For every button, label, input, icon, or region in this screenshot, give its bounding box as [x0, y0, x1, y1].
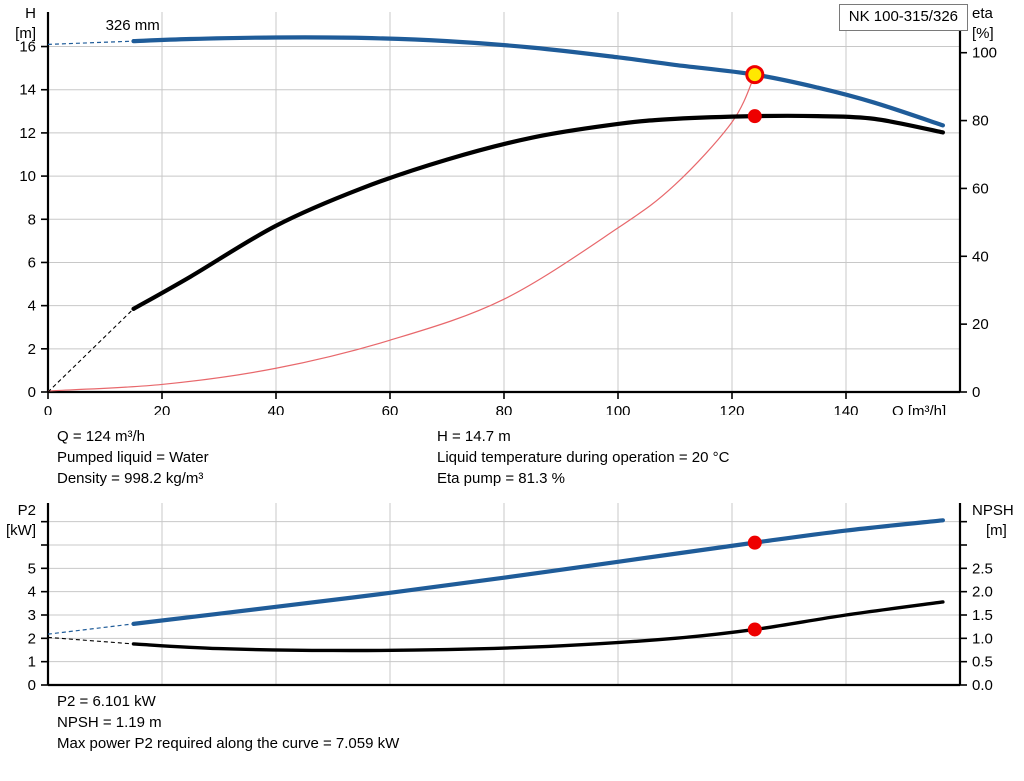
- y-tick-label-left: 0: [28, 384, 36, 401]
- info-density: Density = 998.2 kg/m³: [57, 470, 204, 487]
- y-tick-label-right: 2.5: [972, 560, 993, 577]
- x-tick-label: 40: [268, 403, 285, 415]
- info-head: H = 14.7 m: [437, 428, 511, 445]
- y-tick-label-left: 0: [28, 677, 36, 693]
- npsh-curve: [131, 600, 945, 653]
- info-flow: Q = 124 m³/h: [57, 428, 145, 445]
- y-tick-label-right: 1.5: [972, 607, 993, 624]
- y-tick-label-right: 2.0: [972, 584, 993, 601]
- y-tick-label-right: 1.0: [972, 630, 993, 647]
- x-tick-label: 100: [605, 403, 630, 415]
- npsh-duty-marker[interactable]: [747, 622, 762, 637]
- y-tick-label-left: 10: [19, 168, 36, 185]
- eta-curve-dashed: [47, 308, 134, 393]
- y-tick-label-left: 2: [28, 341, 36, 358]
- y-axis-title-left: H: [25, 5, 36, 22]
- x-tick-label: 20: [154, 403, 171, 415]
- bottom-chart-group: 0 1 2 3 4 5 0.0 0.5 1.0 1.5 2.0 2.5 P2 [kW] NPSH [m]: [6, 502, 1014, 693]
- x-tick-label: 0: [44, 403, 52, 415]
- pump-model-text: NK 100-315/326: [848, 8, 958, 25]
- y-tick-label-left: 3: [28, 607, 36, 624]
- impeller-diameter-label: 326 mm: [106, 17, 160, 34]
- head-efficiency-chart: 0 2 4 6 8 10 12 14 16 0 20 40 60 80 100 0 20 40 60 80 100 120…: [15, 5, 997, 415]
- eta-curve: [131, 113, 945, 311]
- info-pumped-liquid: Pumped liquid = Water: [57, 449, 209, 466]
- y-tick-label-left: 5: [28, 560, 36, 577]
- power-curve-dashed: [47, 623, 134, 635]
- y-tick-label-left: 1: [28, 654, 36, 671]
- x-axis-title: Q [m³/h]: [892, 403, 946, 415]
- npsh-curve-top: [47, 74, 756, 392]
- y-axis-unit-left: [kW]: [6, 522, 36, 539]
- x-tick-label: 80: [496, 403, 513, 415]
- x-tick-label: 120: [719, 403, 744, 415]
- y-axis-title-right: eta: [972, 5, 994, 22]
- y-axis-unit-right: [m]: [986, 522, 1007, 539]
- y-tick-label-right: 20: [972, 316, 989, 333]
- power-duty-marker[interactable]: [747, 535, 762, 550]
- power-npsh-chart: 0 1 2 3 4 5 0.0 0.5 1.0 1.5 2.0 2.5 P2 [kW] NPSH [m]: [6, 502, 1014, 693]
- y-tick-label-left: 8: [28, 211, 36, 228]
- x-tick-label: 140: [833, 403, 858, 415]
- power-curve: [131, 518, 945, 626]
- y-tick-label-left: 2: [28, 630, 36, 647]
- npsh-curve-dashed: [47, 636, 134, 645]
- eta-duty-marker[interactable]: [747, 109, 762, 124]
- y-tick-label-right: 60: [972, 180, 989, 197]
- y-tick-label-right: 80: [972, 113, 989, 130]
- y-axis-unit-left: [m]: [15, 25, 36, 42]
- y-tick-label-right: 40: [972, 248, 989, 265]
- head-curve-dashed: [47, 40, 134, 45]
- duty-info-left: Q = 124 m³/h Pumped liquid = Water Densi…: [57, 426, 209, 489]
- duty-info-right: H = 14.7 m Liquid temperature during ope…: [437, 426, 729, 489]
- info-power: P2 = 6.101 kW: [57, 693, 156, 710]
- x-tick-label: 60: [382, 403, 399, 415]
- info-eta-pump: Eta pump = 81.3 %: [437, 470, 565, 487]
- y-tick-label-left: 4: [28, 584, 36, 601]
- duty-point-marker[interactable]: [745, 65, 765, 85]
- y-tick-label-left: 6: [28, 254, 36, 271]
- y-tick-label-right: 0: [972, 384, 980, 401]
- y-tick-label-right: 0.0: [972, 677, 993, 693]
- info-npsh: NPSH = 1.19 m: [57, 714, 162, 731]
- top-chart-group: 0 2 4 6 8 10 12 14 16 0 20 40 60 80 100 0 20 40 60 80 100 120…: [15, 5, 997, 415]
- y-axis-title-left: P2: [18, 502, 36, 519]
- y-axis-title-right: NPSH: [972, 502, 1014, 519]
- y-tick-label-left: 12: [19, 125, 36, 142]
- y-tick-label-left: 16: [19, 39, 36, 56]
- head-curve: [131, 35, 945, 128]
- y-tick-label-left: 14: [19, 82, 36, 99]
- info-max-power: Max power P2 required along the curve = …: [57, 735, 400, 752]
- y-tick-label-left: 4: [28, 298, 36, 315]
- y-tick-label-right: 100: [972, 45, 997, 62]
- power-info: P2 = 6.101 kW NPSH = 1.19 m Max power P2…: [57, 691, 399, 754]
- y-tick-label-right: 0.5: [972, 654, 993, 671]
- pump-model-label: NK 100-315/326: [838, 4, 968, 31]
- y-axis-unit-right: [%]: [972, 25, 994, 42]
- info-liquid-temperature: Liquid temperature during operation = 20…: [437, 449, 730, 466]
